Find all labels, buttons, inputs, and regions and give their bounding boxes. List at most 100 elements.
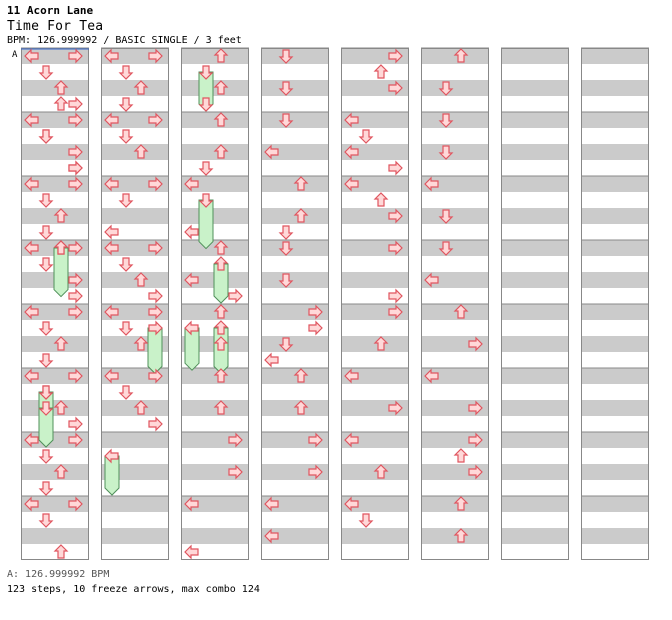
beat-stripe [101,112,169,128]
step-arrow [213,80,229,95]
step-arrow [38,65,54,80]
step-arrow [68,144,83,160]
beat-stripe [101,176,169,192]
step-arrow [373,336,389,351]
step-arrow [38,321,54,336]
beat-stripe [21,80,89,96]
column-border [101,48,169,560]
step-arrow [104,368,119,384]
step-arrow [228,288,243,304]
step-arrow [344,496,359,512]
step-arrow [38,193,54,208]
beat-stripe [581,144,649,160]
column-border [581,48,649,560]
step-arrow [53,240,69,255]
step-arrow [118,385,134,400]
beat-stripe [261,528,329,544]
beat-stripe [581,368,649,384]
song-title: Time For Tea [7,19,104,34]
beat-stripe [501,432,569,448]
beat-stripe [101,80,169,96]
step-arrow [388,304,403,320]
beat-stripe [101,528,169,544]
beat-stripe [101,368,169,384]
step-arrow [148,48,163,64]
step-arrow [293,400,309,415]
beat-stripe [421,496,489,512]
beat-stripe [21,368,89,384]
beat-stripe [581,112,649,128]
bpm-legend: A: 126.999992 BPM [7,569,110,580]
beat-stripe [581,432,649,448]
step-arrow [24,240,39,256]
beat-stripe [341,464,409,480]
step-arrow [184,272,199,288]
beat-stripe [341,336,409,352]
step-arrow [38,449,54,464]
step-arrow [133,272,149,287]
step-arrow [53,336,69,351]
beat-stripe [341,208,409,224]
step-arrow [148,416,163,432]
step-arrow [344,112,359,128]
beat-stripe [501,528,569,544]
step-arrow [133,336,149,351]
step-arrow [184,496,199,512]
step-arrow [264,528,279,544]
step-arrow [38,385,54,400]
beat-stripe [181,144,249,160]
step-arrow [68,160,83,176]
beat-stripe [261,272,329,288]
freeze-head-arrow [213,320,229,335]
beat-stripe [181,304,249,320]
beat-stripe [21,400,89,416]
step-arrow [148,240,163,256]
beat-stripe [181,400,249,416]
beat-stripe [21,176,89,192]
step-arrow [68,432,83,448]
beat-stripe [421,464,489,480]
step-arrow [118,65,134,80]
beat-stripe [581,496,649,512]
beat-stripe [261,368,329,384]
beat-stripe [101,432,169,448]
step-arrow [148,288,163,304]
step-arrow [68,304,83,320]
beat-stripe [341,432,409,448]
step-arrow [118,129,134,144]
beat-stripe [261,80,329,96]
beat-stripe [421,112,489,128]
step-arrow [68,288,83,304]
step-arrow [388,80,403,96]
beat-stripe [181,48,249,64]
freeze-arrow [147,327,163,375]
step-arrow [468,336,483,352]
step-arrow [278,241,294,256]
beat-stripe [21,432,89,448]
beat-stripe [421,176,489,192]
beat-stripe [501,208,569,224]
step-arrow [388,400,403,416]
step-arrow [184,544,199,560]
step-arrow [453,304,469,319]
beat-stripe [581,304,649,320]
step-arrow [228,464,243,480]
beat-stripe [181,528,249,544]
step-arrow [24,112,39,128]
step-arrow [133,80,149,95]
step-arrow [104,240,119,256]
freeze-arrow [184,327,200,371]
beat-stripe [501,336,569,352]
beat-stripe [581,80,649,96]
beat-stripe [581,208,649,224]
step-arrow [373,192,389,207]
step-arrow [53,96,69,111]
step-arrow [68,272,83,288]
step-arrow [358,129,374,144]
beat-stripe [501,176,569,192]
step-arrow [278,337,294,352]
step-arrow [53,208,69,223]
beat-stripe [341,272,409,288]
step-arrow [184,176,199,192]
step-arrow [278,113,294,128]
